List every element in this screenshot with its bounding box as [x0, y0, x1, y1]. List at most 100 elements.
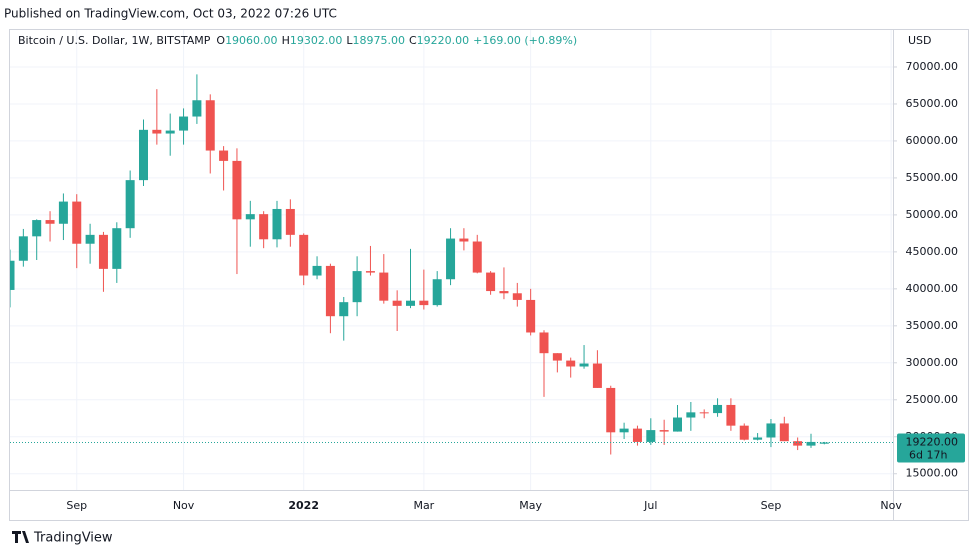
- candle-body: [32, 220, 42, 237]
- candle-body: [58, 201, 68, 224]
- x-tick-label: Mar: [413, 499, 434, 512]
- candle-body: [753, 437, 763, 440]
- candle-body: [592, 363, 602, 388]
- candle-body: [566, 360, 576, 367]
- candle-body: [726, 404, 736, 426]
- candle-body: [18, 236, 28, 261]
- axes: 15000.0020000.0025000.0030000.0035000.00…: [10, 60, 965, 512]
- candle-body: [432, 279, 442, 306]
- y-tick-label: 25000.00: [906, 393, 959, 406]
- y-tick-label: 30000.00: [906, 356, 959, 369]
- candle-body: [379, 272, 389, 301]
- y-tick-label: 60000.00: [906, 134, 959, 147]
- candle-body: [552, 353, 562, 361]
- candle-body: [112, 228, 122, 269]
- candle-body: [365, 271, 375, 273]
- y-tick-label: 65000.00: [906, 97, 959, 110]
- candle-body: [579, 363, 589, 367]
- ohlc-value: 19220.00: [417, 34, 470, 47]
- candle-body: [139, 129, 148, 181]
- candle-body: [619, 428, 629, 433]
- last-price-tag: [897, 433, 965, 463]
- candle-body: [352, 271, 362, 303]
- last-price-label: 19220.00: [906, 436, 959, 449]
- candle-body: [632, 428, 642, 442]
- candle-body: [10, 260, 15, 290]
- candle-body: [392, 300, 402, 306]
- candle-body: [739, 425, 749, 440]
- candle-body: [419, 300, 429, 306]
- currency: USD: [908, 34, 932, 47]
- candle-body: [659, 430, 669, 432]
- candle-body: [205, 100, 215, 151]
- candle-body: [472, 241, 482, 273]
- ohlc-key: L: [346, 34, 353, 47]
- x-tick-label: May: [519, 499, 542, 512]
- candle-body: [125, 180, 135, 229]
- candle-body: [673, 417, 682, 432]
- published-note: Published on TradingView.com, Oct 03, 20…: [4, 7, 337, 21]
- symbol: Bitcoin / U.S. Dollar, 1W, BITSTAMP: [18, 34, 211, 47]
- candle-body: [646, 430, 656, 442]
- candle-body: [699, 412, 709, 414]
- x-tick-label: Jul: [643, 499, 657, 512]
- ohlc-key: C: [409, 34, 417, 47]
- candle-body: [512, 293, 522, 300]
- x-tick-label: Nov: [173, 499, 195, 512]
- brand-name: TradingView: [33, 531, 113, 546]
- candle-body: [192, 100, 202, 117]
- candle-body: [339, 302, 349, 317]
- ohlc-value: 18975.00: [352, 34, 405, 47]
- countdown: 6d 17h: [909, 449, 947, 462]
- candle-body: [272, 208, 282, 240]
- x-tick-label: 2022: [288, 499, 319, 512]
- candle-body: [285, 208, 295, 235]
- candle-body: [245, 214, 255, 220]
- candle-body: [45, 220, 55, 224]
- candle-body: [299, 234, 309, 276]
- candle-body: [539, 332, 549, 354]
- candle-body: [486, 272, 496, 292]
- candle-body: [232, 160, 242, 220]
- candle-body: [806, 441, 816, 446]
- candle-body: [459, 238, 469, 242]
- chart-frame: [9, 29, 969, 521]
- candle-body: [793, 441, 803, 446]
- y-tick-label: 50000.00: [906, 208, 959, 221]
- candle-body: [98, 234, 108, 269]
- candle-body: [766, 423, 776, 438]
- candle-body: [819, 442, 829, 444]
- candle-body: [526, 299, 536, 333]
- candle-body: [152, 129, 162, 134]
- candle-body: [446, 238, 456, 280]
- y-tick-label: 15000.00: [906, 467, 959, 480]
- x-tick-label: Sep: [66, 499, 87, 512]
- candle-body: [179, 116, 189, 131]
- y-tick-label: 70000.00: [906, 60, 959, 73]
- y-tick-label: 35000.00: [906, 319, 959, 332]
- brand: TradingView: [12, 531, 113, 546]
- change: +169.00 (+0.89%): [473, 34, 577, 47]
- candle-body: [499, 291, 509, 294]
- candle-body: [312, 265, 322, 276]
- candle-body: [713, 404, 723, 414]
- candle-body: [325, 265, 335, 317]
- ohlc-key: O: [216, 34, 225, 47]
- candle-body: [406, 300, 415, 306]
- x-tick-label: Sep: [761, 499, 782, 512]
- candles: [10, 74, 829, 455]
- y-tick-label: 40000.00: [906, 282, 959, 295]
- candle-body: [165, 130, 175, 134]
- candle-body: [779, 423, 789, 442]
- candle-body: [686, 412, 696, 418]
- candle-body: [259, 214, 269, 240]
- x-tick-label: Nov: [880, 499, 902, 512]
- candle-body: [219, 150, 229, 161]
- y-tick-label: 45000.00: [906, 245, 959, 258]
- legend: Bitcoin / U.S. Dollar, 1W, BITSTAMP O1906…: [18, 34, 577, 47]
- ohlc-value: 19060.00: [225, 34, 278, 47]
- brand-logo: [12, 531, 29, 543]
- candle-body: [72, 201, 82, 244]
- y-tick-label: 55000.00: [906, 171, 959, 184]
